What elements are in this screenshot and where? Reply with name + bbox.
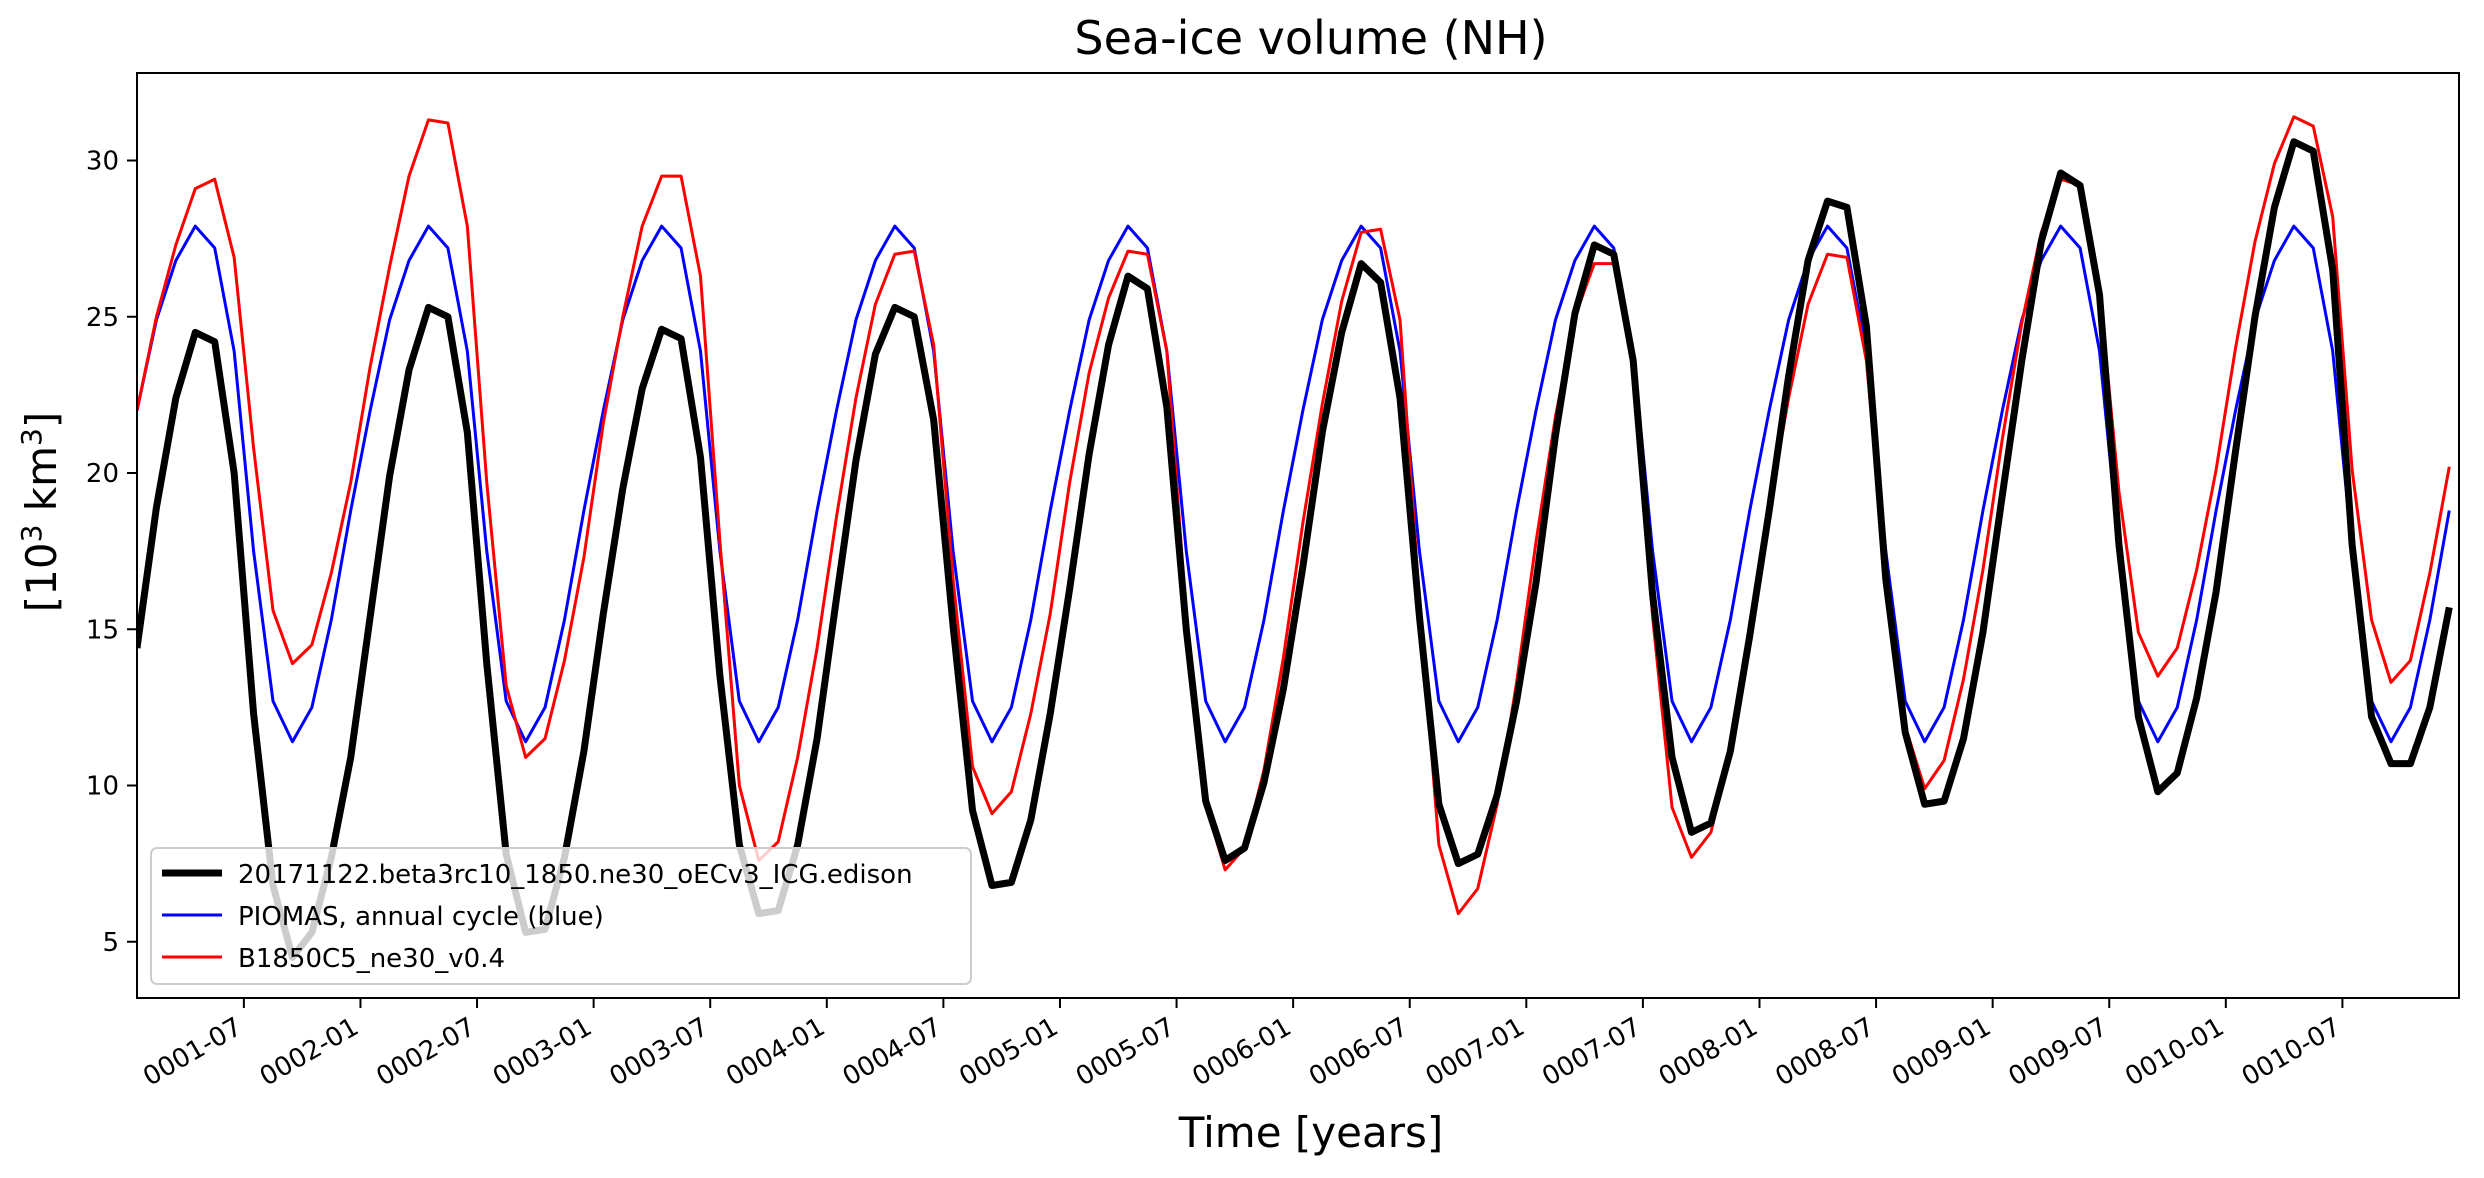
- plot-frame: [136, 72, 2460, 999]
- y-tick-label: 15: [86, 615, 119, 645]
- y-tick-label: 30: [86, 147, 119, 177]
- y-axis: 5 10 15 20 25 30: [86, 147, 137, 958]
- y-tick-label: 10: [86, 772, 119, 802]
- legend-label-series-3: B1850C5_ne30_v0.4: [238, 944, 505, 974]
- y-axis-label: [103 km3]: [15, 412, 66, 612]
- legend: 20171122.beta3rc10_1850.ne30_oECv3_ICG.e…: [150, 847, 972, 985]
- y-tick-label: 5: [102, 928, 119, 958]
- series-line-2: [137, 224, 2451, 744]
- legend-label-series-2: PIOMAS, annual cycle (blue): [238, 902, 604, 932]
- y-tick-label: 20: [86, 459, 119, 489]
- y-axis-label-sup1: 3: [15, 525, 48, 543]
- series-line-3: [137, 115, 2451, 916]
- y-axis-label-sup2: 3: [15, 428, 48, 446]
- y-axis-label-prefix: [10: [17, 542, 66, 612]
- y-axis-label-mid: km: [17, 446, 66, 525]
- y-axis-label-suffix: ]: [17, 412, 66, 428]
- y-tick-label: 25: [86, 303, 119, 333]
- legend-box: [150, 847, 972, 985]
- x-axis-label: Time [years]: [1178, 1108, 1444, 1157]
- legend-label-series-1: 20171122.beta3rc10_1850.ne30_oECv3_ICG.e…: [238, 860, 913, 890]
- chart-title: Sea-ice volume (NH): [1074, 11, 1547, 65]
